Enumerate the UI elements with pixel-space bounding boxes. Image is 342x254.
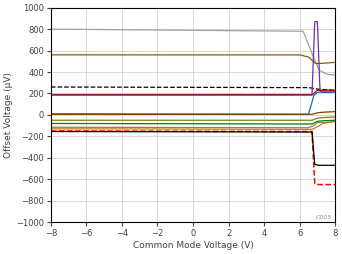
Y-axis label: Offset Voltage (µV): Offset Voltage (µV): [4, 72, 13, 158]
X-axis label: Common Mode Voltage (V): Common Mode Voltage (V): [133, 241, 253, 250]
Text: C005: C005: [316, 215, 332, 220]
